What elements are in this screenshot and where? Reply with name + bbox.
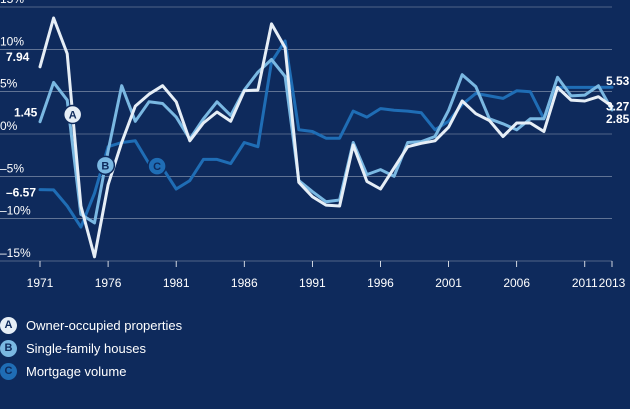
badge-a-icon: A bbox=[0, 316, 17, 334]
x-tick-label: 1981 bbox=[163, 276, 190, 290]
badge-circle bbox=[147, 156, 167, 176]
series-line-b bbox=[38, 58, 614, 225]
gridlines bbox=[0, 6, 613, 267]
legend-item-b: B Single-family houses bbox=[0, 339, 182, 357]
start-value-label: –6.57 bbox=[6, 186, 36, 200]
badge-letter: C bbox=[153, 161, 161, 173]
series-line-a bbox=[38, 16, 614, 259]
y-tick-label: –5% bbox=[0, 161, 24, 175]
badge-letter: A bbox=[69, 110, 77, 122]
x-tick-label: 1991 bbox=[299, 276, 326, 290]
y-tick-label: –10% bbox=[0, 204, 31, 218]
x-tick-label: 2013 bbox=[599, 276, 626, 290]
y-tick-label: 5% bbox=[0, 77, 18, 91]
y-tick-label: 10% bbox=[0, 34, 24, 48]
x-tick-label: 2006 bbox=[503, 276, 530, 290]
chart-labels: –15% –10% –5% 0% 5% 10% 15% 1971 1976 1981 1986 199… bbox=[0, 0, 630, 290]
x-tick-label: 1996 bbox=[367, 276, 394, 290]
legend: A Owner-occupied properties B Single-fam… bbox=[0, 316, 182, 385]
badge-letter: B bbox=[101, 160, 109, 172]
series-lines bbox=[38, 16, 614, 259]
legend-label-mortgage-volume: Mortgage volume bbox=[26, 363, 127, 379]
x-tick-label: 1986 bbox=[231, 276, 258, 290]
x-tick-label: 2011 bbox=[572, 276, 598, 290]
line-chart: –15% –10% –5% 0% 5% 10% 15% 1971 1976 1981 1986 199… bbox=[0, 0, 630, 290]
x-tick-label: 1976 bbox=[95, 276, 122, 290]
start-value-label: 1.45 bbox=[14, 106, 38, 120]
start-value-label: 7.94 bbox=[6, 50, 30, 64]
badge-b-icon: B bbox=[0, 339, 17, 357]
x-tick-label: 1971 bbox=[27, 276, 54, 290]
legend-label-owner-occupied: Owner-occupied properties bbox=[26, 317, 183, 333]
end-value-label: 2.85 bbox=[606, 112, 630, 126]
series-badges: A B C bbox=[62, 104, 167, 176]
y-tick-label: 15% bbox=[0, 0, 24, 6]
badge-c-icon: C bbox=[0, 362, 17, 380]
end-value-label: 3.27 bbox=[606, 99, 630, 113]
badge-circle bbox=[62, 104, 83, 125]
legend-item-a: A Owner-occupied properties bbox=[0, 316, 182, 334]
y-tick-label: 0% bbox=[0, 119, 18, 133]
legend-item-c: C Mortgage volume bbox=[0, 362, 182, 380]
badge-circle bbox=[95, 155, 116, 176]
y-tick-label: –15% bbox=[0, 246, 31, 260]
end-value-label: 5.53 bbox=[606, 74, 630, 88]
x-tick-label: 2001 bbox=[435, 276, 462, 290]
legend-label-single-family: Single-family houses bbox=[26, 340, 146, 356]
series-line-c bbox=[38, 39, 614, 229]
